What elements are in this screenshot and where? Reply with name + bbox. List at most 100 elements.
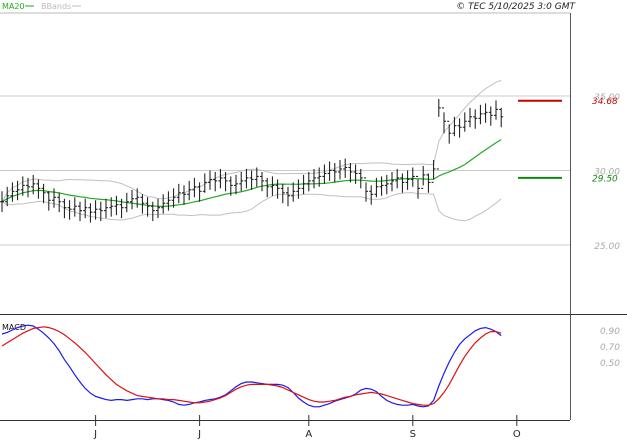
ohlc-bar	[124, 192, 129, 213]
ohlc-bar	[280, 183, 285, 204]
ohlc-bar	[140, 194, 145, 214]
ohlc-bar	[291, 182, 296, 202]
ohlc-bar	[317, 167, 322, 187]
ohlc-bar	[395, 168, 400, 189]
ohlc-bar	[239, 171, 244, 192]
ohlc-bar	[301, 174, 306, 195]
ohlc-bar	[67, 200, 72, 220]
ohlc-bar	[150, 201, 155, 222]
ohlc-bar	[109, 197, 114, 217]
ohlc-bar	[93, 200, 98, 220]
signal-line	[1, 326, 502, 406]
ohlc-bar	[26, 177, 30, 198]
ohlc-bar	[223, 171, 228, 192]
ohlc-bar	[145, 197, 150, 217]
ohlc-bar	[332, 163, 337, 183]
ohlc-bar	[384, 174, 389, 195]
ohlc-bar	[390, 171, 394, 192]
macd-panel-title: MACD	[2, 323, 26, 332]
ohlc-bar	[436, 98, 441, 170]
ohlc-bar	[52, 188, 56, 208]
support-label: 29.50	[592, 174, 618, 184]
ohlc-bar	[78, 201, 82, 222]
macd-y-axis: 0.90 0.70 0.50	[600, 327, 620, 369]
ohlc-bar	[192, 177, 197, 198]
ohlc-bar	[410, 167, 415, 187]
ohlc-bar	[348, 163, 353, 183]
ohlc-bar	[353, 164, 358, 184]
ohlc-bar	[20, 176, 25, 196]
ohlc-bar	[364, 177, 368, 202]
macd-tick-label: 0.50	[600, 359, 620, 369]
ohlc-bar	[213, 171, 218, 192]
copyright-text: © TEC 5/10/2025 3:0 GMT	[456, 2, 576, 12]
ohlc-bar	[15, 180, 20, 201]
ohlc-bar	[286, 186, 290, 207]
x-tick-label: J	[93, 429, 97, 440]
ohlc-bar	[176, 183, 181, 204]
ohlc-bar	[270, 176, 275, 196]
ohlc-bar	[494, 100, 498, 120]
ohlc-bar	[374, 177, 379, 198]
ohlc-bar	[457, 118, 462, 138]
x-tick-label: J	[197, 429, 201, 440]
ohlc-bar	[208, 170, 212, 190]
macd-tick-label: 0.70	[600, 343, 620, 353]
ohlc-bar	[478, 104, 483, 125]
resistance-label: 34.68	[592, 97, 618, 107]
ohlc-bar	[88, 203, 93, 223]
ohlc-bar	[275, 179, 280, 199]
ohlc-bar	[327, 161, 332, 181]
ohlc-bar	[5, 186, 10, 207]
macd-tick-label: 0.90	[600, 327, 620, 337]
ohlc-bar	[468, 107, 472, 128]
ohlc-bar	[483, 103, 488, 123]
ohlc-bar	[119, 198, 124, 219]
ohlc-bar	[36, 179, 41, 199]
ohlc-bar	[46, 191, 51, 211]
ohlc-bar	[369, 185, 374, 205]
ohlc-bar	[343, 158, 348, 178]
ohlc-bar	[462, 112, 467, 132]
ohlc-bar	[187, 180, 192, 201]
x-tick-label: O	[513, 429, 521, 440]
ohlc-bar	[41, 183, 46, 204]
ohlc-bar	[260, 171, 264, 192]
ohlc-bar	[104, 198, 108, 219]
ohlc-bar	[202, 173, 207, 193]
ohlc-bar	[322, 164, 327, 184]
ohlc-bar	[312, 168, 316, 189]
ohlc-bar	[114, 195, 119, 216]
ohlc-bar	[228, 176, 233, 196]
ohlc-bar	[218, 168, 223, 189]
x-tick-label: S	[410, 429, 416, 440]
ohlc-bar	[421, 165, 426, 189]
price-bars	[0, 98, 504, 223]
price-tick-label: 25.00	[594, 242, 620, 252]
ohlc-bar	[57, 192, 62, 213]
ohlc-bar	[265, 177, 270, 198]
ohlc-bar	[499, 107, 504, 128]
ohlc-bar	[426, 173, 431, 193]
ohlc-bar	[442, 107, 446, 134]
ohlc-bar	[452, 116, 457, 137]
ohlc-bar	[171, 188, 176, 208]
ohlc-bar	[244, 168, 249, 189]
price-grid	[0, 95, 570, 246]
ohlc-bar	[379, 176, 384, 196]
macd-lines	[1, 324, 502, 408]
x-tick-label: A	[305, 429, 312, 440]
ohlc-bar	[405, 170, 410, 190]
ohlc-bar	[306, 171, 311, 192]
ohlc-bar	[182, 185, 186, 205]
ohlc-bar	[62, 198, 67, 219]
price-tick-label: 35.00	[594, 93, 620, 103]
ohlc-bar	[156, 198, 160, 219]
ohlc-bar	[296, 179, 301, 199]
ohlc-bar	[416, 175, 420, 199]
legend-ma20: MA20	[2, 2, 25, 11]
ohlc-bar	[431, 160, 436, 183]
ohlc-bar	[234, 174, 238, 195]
